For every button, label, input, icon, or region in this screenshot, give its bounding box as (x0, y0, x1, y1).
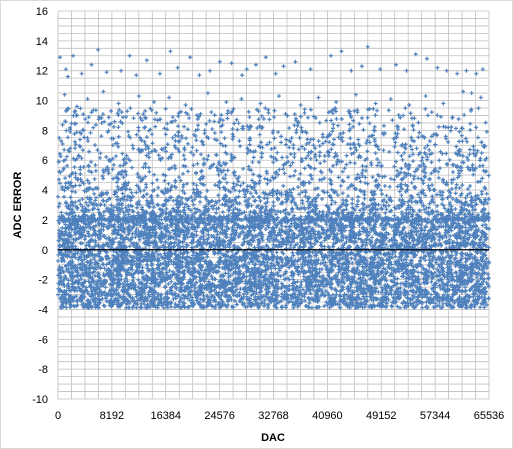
data-point (486, 296, 491, 301)
data-point (152, 245, 157, 250)
data-point (274, 250, 279, 255)
data-point (93, 273, 98, 278)
data-point (66, 278, 71, 283)
data-point (56, 258, 61, 263)
data-point (320, 273, 325, 278)
data-point (289, 228, 294, 233)
data-point (463, 225, 468, 230)
data-point (356, 236, 361, 241)
data-point (353, 257, 358, 262)
data-point (357, 223, 362, 228)
data-point (194, 274, 199, 279)
data-point (166, 281, 171, 286)
data-point (127, 244, 132, 249)
data-point (319, 267, 324, 272)
data-point (136, 277, 141, 282)
data-point (448, 233, 453, 238)
data-point (480, 223, 485, 228)
data-points (56, 44, 491, 310)
data-point (209, 274, 214, 279)
data-point (104, 250, 109, 255)
data-point (289, 221, 294, 226)
data-point (169, 279, 174, 284)
data-point (419, 270, 424, 275)
data-point (290, 250, 295, 255)
data-point (102, 266, 107, 271)
data-point (370, 235, 375, 240)
data-point (82, 237, 87, 242)
data-point (101, 228, 106, 233)
data-point (484, 226, 489, 231)
data-point (213, 243, 218, 248)
data-point (60, 226, 65, 231)
data-point (193, 286, 198, 291)
data-point (319, 240, 324, 245)
data-point (190, 253, 195, 258)
data-point (262, 298, 267, 303)
data-point (252, 228, 257, 233)
data-point (100, 262, 105, 267)
data-point (322, 244, 327, 249)
grid (57, 10, 490, 400)
data-point (275, 254, 280, 259)
data-point (301, 274, 306, 279)
data-point (334, 292, 339, 297)
data-point (140, 265, 145, 270)
data-point (264, 272, 269, 277)
data-point (241, 291, 246, 296)
data-point (194, 229, 199, 234)
data-point (194, 280, 199, 285)
data-point (103, 296, 108, 301)
data-point (137, 237, 142, 242)
data-point (173, 296, 178, 301)
data-point (299, 280, 304, 285)
data-point (416, 274, 421, 279)
data-point (393, 254, 398, 259)
